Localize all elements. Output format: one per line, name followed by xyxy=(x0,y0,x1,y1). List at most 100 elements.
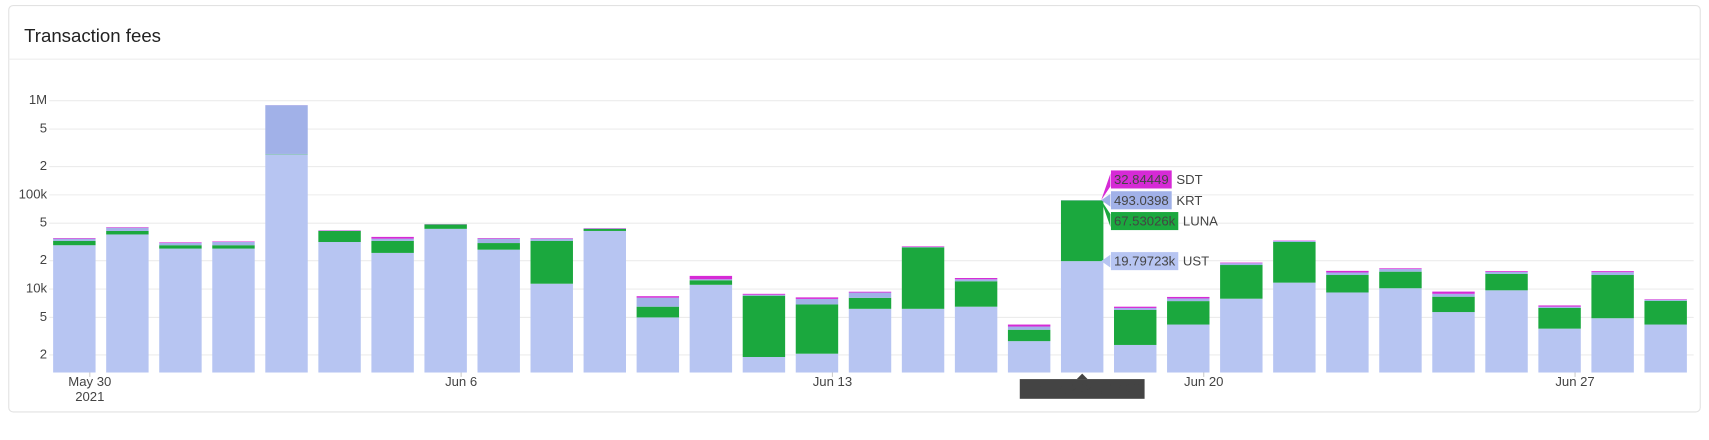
bar-segment xyxy=(1538,305,1580,306)
bar-segment xyxy=(265,105,307,154)
bar-segment xyxy=(1644,299,1686,300)
chart-title: Transaction fees xyxy=(24,25,161,46)
bar-segment xyxy=(159,242,201,243)
bar-segment xyxy=(212,242,254,245)
y-tick-label: 1M xyxy=(29,92,47,107)
bar-segment xyxy=(1432,297,1474,312)
bar-segment xyxy=(1167,297,1209,299)
bar-segment xyxy=(1644,325,1686,373)
bar-segment xyxy=(796,297,838,299)
bar-segment xyxy=(1538,329,1580,373)
bar-segment xyxy=(743,294,785,295)
bar-segment xyxy=(424,229,466,373)
hover-series-name: LUNA xyxy=(1183,214,1218,229)
x-tick-label: Jun 6 xyxy=(445,374,477,389)
bar-segment xyxy=(690,285,732,373)
bar-segment xyxy=(106,234,148,372)
bar-segment xyxy=(637,296,679,297)
bar-segment xyxy=(1485,290,1527,372)
bar-segment xyxy=(477,239,519,243)
bar-segment xyxy=(318,242,360,373)
bar-segment xyxy=(1326,275,1368,292)
bar-segment xyxy=(1591,271,1633,272)
bar-segment xyxy=(53,239,95,241)
bar-segment xyxy=(159,243,201,245)
bar-segment xyxy=(849,309,891,373)
bar-segment xyxy=(1008,341,1050,372)
bar-segment xyxy=(212,241,254,242)
bar-segment xyxy=(902,247,944,308)
bar-segment xyxy=(371,253,413,373)
bar-segment xyxy=(1008,327,1050,330)
x-tick-label: Jun 20 xyxy=(1184,374,1223,389)
y-tick-label: 2 xyxy=(40,158,47,173)
bar-segment xyxy=(531,239,573,241)
bar-segment xyxy=(1167,298,1209,301)
bar-segment xyxy=(1644,300,1686,301)
bar-segment xyxy=(690,276,732,279)
bar-segment xyxy=(53,241,95,245)
bar-segment xyxy=(849,292,891,293)
hover-value: 67.53026k xyxy=(1114,214,1176,229)
bar-segment xyxy=(743,295,785,296)
y-tick-label: 100k xyxy=(19,186,48,201)
bar-segment xyxy=(1432,292,1474,294)
bar-segment xyxy=(1485,272,1527,274)
bar-segment xyxy=(424,224,466,228)
bar-segment xyxy=(1326,292,1368,372)
bar-segment xyxy=(743,296,785,357)
bar-segment xyxy=(1644,301,1686,325)
bar-segment xyxy=(955,279,997,281)
bar-segment xyxy=(1114,310,1156,345)
bar-segment xyxy=(1379,272,1421,289)
bar-segment xyxy=(637,298,679,307)
bar-segment xyxy=(106,231,148,235)
bar-segment xyxy=(1591,318,1633,372)
bar-segment xyxy=(1220,265,1262,299)
bar-segment xyxy=(159,245,201,248)
bar-segment xyxy=(1167,301,1209,324)
bar-segment xyxy=(796,304,838,353)
bar-segment xyxy=(371,237,413,239)
hover-value: 19.79723k xyxy=(1114,254,1176,269)
bar-segment xyxy=(265,154,307,372)
bar-segment xyxy=(1485,274,1527,290)
bar-segment xyxy=(902,309,944,373)
bar-segment xyxy=(1379,269,1421,272)
bar-segment xyxy=(902,246,944,247)
bar-segment xyxy=(1273,283,1315,373)
bar-segment xyxy=(1432,312,1474,372)
y-tick-label: 2 xyxy=(40,346,47,361)
bar-segment xyxy=(1008,330,1050,341)
bar-segment xyxy=(1538,307,1580,308)
bar-segment xyxy=(1485,271,1527,272)
bar-segment xyxy=(53,238,95,239)
bar-segment xyxy=(1591,275,1633,318)
bar-segment xyxy=(1326,271,1368,273)
bar-segment xyxy=(371,241,413,253)
hover-value: 493.0398 xyxy=(1114,193,1169,208)
y-tick-label: 5 xyxy=(40,121,47,136)
hover-series-name: KRT xyxy=(1176,193,1202,208)
bar-segment xyxy=(637,317,679,372)
bar-segment xyxy=(1220,299,1262,373)
bar-segment xyxy=(53,245,95,372)
bar-segment xyxy=(584,229,626,231)
hover-x-label: Jun 17, 2021, 17:00 xyxy=(1024,380,1140,395)
bar-segment xyxy=(1167,325,1209,373)
bar-segment xyxy=(1273,242,1315,283)
bar-segment xyxy=(1538,308,1580,329)
bar-segment xyxy=(531,284,573,373)
hover-series-name: SDT xyxy=(1176,172,1202,187)
x-tick-label: Jun 27 xyxy=(1555,374,1594,389)
bar-segment xyxy=(212,245,254,248)
bar-segment xyxy=(1220,263,1262,265)
bar-segment xyxy=(106,228,148,231)
bar-segment xyxy=(1432,294,1474,297)
bar-segment xyxy=(1114,345,1156,373)
bar-segment xyxy=(955,307,997,373)
bar-segment xyxy=(1061,261,1103,372)
bar-segment xyxy=(849,293,891,298)
